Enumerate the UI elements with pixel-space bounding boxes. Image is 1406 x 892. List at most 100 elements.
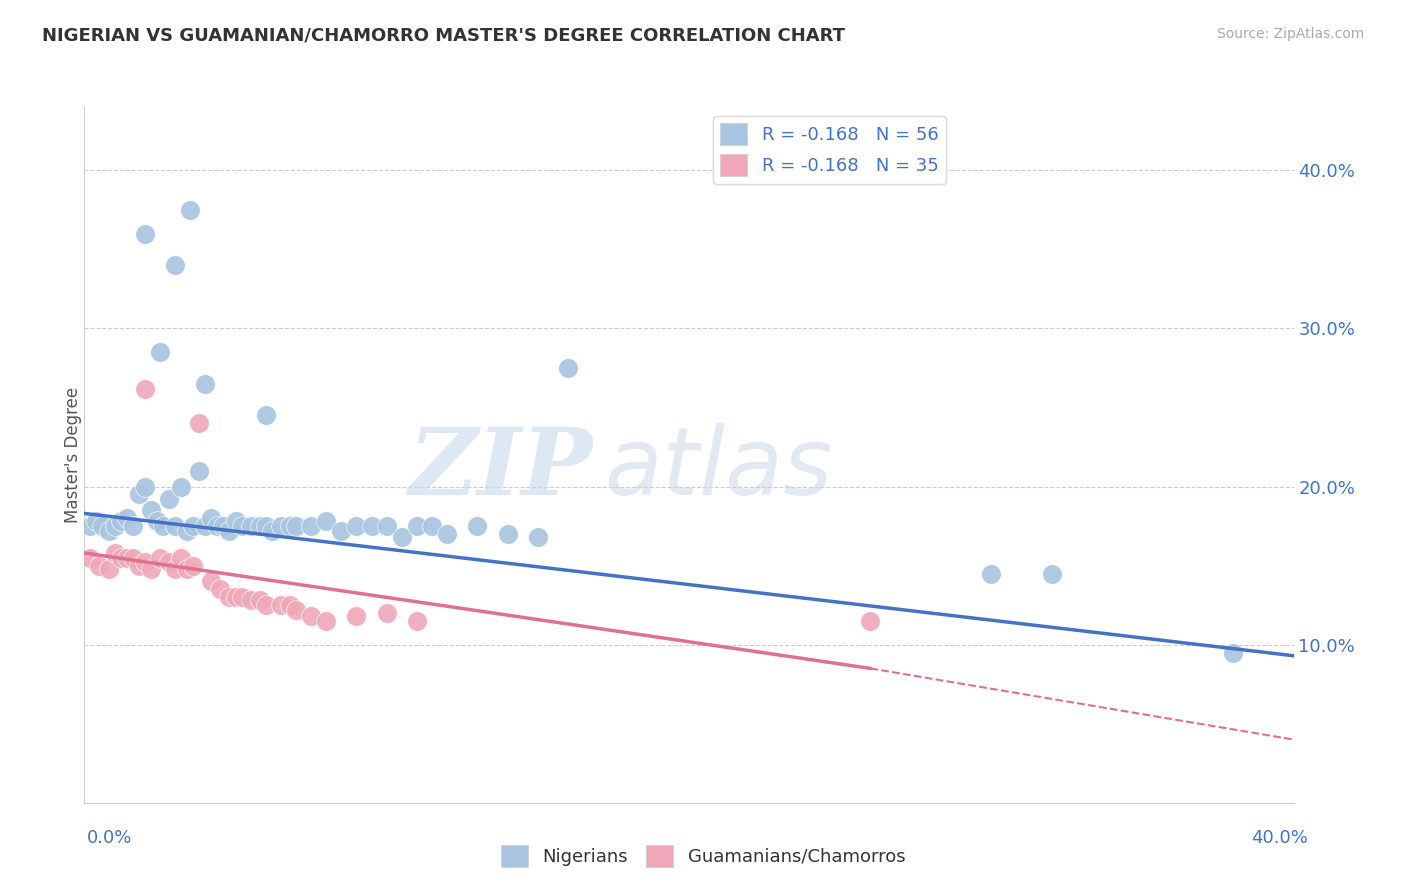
Point bbox=[115, 511, 138, 525]
Point bbox=[231, 591, 253, 605]
Point bbox=[188, 464, 211, 478]
Y-axis label: Master's Degree: Master's Degree bbox=[65, 387, 82, 523]
Point bbox=[188, 417, 211, 431]
Point bbox=[231, 519, 253, 533]
Point bbox=[200, 511, 222, 525]
Point bbox=[980, 566, 1002, 581]
Point bbox=[200, 574, 222, 589]
Point bbox=[128, 487, 150, 501]
Point bbox=[97, 524, 120, 538]
Point bbox=[163, 562, 186, 576]
Point bbox=[249, 593, 271, 607]
Point bbox=[225, 591, 247, 605]
Point bbox=[134, 479, 156, 493]
Point bbox=[97, 562, 120, 576]
Point bbox=[284, 603, 308, 617]
Point bbox=[346, 519, 368, 533]
Point bbox=[146, 514, 169, 528]
Text: Source: ZipAtlas.com: Source: ZipAtlas.com bbox=[1216, 27, 1364, 41]
Point bbox=[284, 519, 308, 533]
Point bbox=[89, 558, 111, 573]
Point bbox=[1040, 566, 1063, 581]
Point bbox=[134, 382, 156, 396]
Point bbox=[179, 202, 201, 217]
Point bbox=[104, 519, 127, 533]
Point bbox=[557, 360, 579, 375]
Point bbox=[212, 519, 235, 533]
Point bbox=[218, 524, 240, 538]
Point bbox=[176, 562, 198, 576]
Point bbox=[299, 609, 322, 624]
Point bbox=[467, 519, 489, 533]
Text: NIGERIAN VS GUAMANIAN/CHAMORRO MASTER'S DEGREE CORRELATION CHART: NIGERIAN VS GUAMANIAN/CHAMORRO MASTER'S … bbox=[42, 27, 845, 45]
Point bbox=[128, 558, 150, 573]
Point bbox=[278, 519, 301, 533]
Point bbox=[170, 479, 193, 493]
Point bbox=[254, 598, 277, 612]
Point bbox=[121, 550, 143, 565]
Point bbox=[110, 550, 132, 565]
Point bbox=[163, 519, 186, 533]
Point bbox=[299, 519, 322, 533]
Point bbox=[170, 550, 193, 565]
Point bbox=[176, 524, 198, 538]
Point bbox=[239, 519, 262, 533]
Point bbox=[391, 530, 413, 544]
Point bbox=[207, 519, 229, 533]
Point bbox=[375, 519, 398, 533]
Point bbox=[91, 519, 114, 533]
Point bbox=[149, 550, 172, 565]
Legend: R = -0.168   N = 56, R = -0.168   N = 35: R = -0.168 N = 56, R = -0.168 N = 35 bbox=[713, 116, 946, 184]
Point bbox=[225, 514, 247, 528]
Point bbox=[1222, 646, 1244, 660]
Point bbox=[278, 598, 301, 612]
Point bbox=[254, 519, 277, 533]
Point bbox=[526, 530, 548, 544]
Point bbox=[194, 519, 217, 533]
Point bbox=[270, 519, 292, 533]
Point bbox=[152, 519, 174, 533]
Point bbox=[496, 527, 519, 541]
Point bbox=[406, 614, 429, 628]
Point bbox=[315, 614, 337, 628]
Point bbox=[218, 591, 240, 605]
Point bbox=[134, 556, 156, 570]
Point bbox=[209, 582, 232, 597]
Point bbox=[79, 519, 101, 533]
Point bbox=[194, 376, 217, 391]
Point bbox=[406, 519, 429, 533]
Point bbox=[121, 519, 143, 533]
Text: atlas: atlas bbox=[605, 424, 832, 515]
Point bbox=[139, 562, 162, 576]
Point bbox=[346, 609, 368, 624]
Point bbox=[375, 606, 398, 620]
Point bbox=[436, 527, 458, 541]
Point bbox=[86, 514, 108, 528]
Legend: Nigerians, Guamanians/Chamorros: Nigerians, Guamanians/Chamorros bbox=[494, 838, 912, 874]
Point bbox=[115, 550, 138, 565]
Point bbox=[181, 519, 204, 533]
Point bbox=[239, 593, 262, 607]
Point bbox=[157, 556, 180, 570]
Point bbox=[139, 503, 162, 517]
Point bbox=[149, 345, 172, 359]
Point bbox=[270, 598, 292, 612]
Point bbox=[134, 227, 156, 241]
Point bbox=[260, 524, 283, 538]
Point bbox=[79, 550, 101, 565]
Point bbox=[181, 558, 204, 573]
Point bbox=[157, 492, 180, 507]
Point bbox=[859, 614, 882, 628]
Point bbox=[420, 519, 443, 533]
Text: 40.0%: 40.0% bbox=[1251, 829, 1308, 847]
Point bbox=[254, 409, 277, 423]
Point bbox=[163, 258, 186, 272]
Text: 0.0%: 0.0% bbox=[87, 829, 132, 847]
Point bbox=[315, 514, 337, 528]
Point bbox=[360, 519, 382, 533]
Point bbox=[330, 524, 353, 538]
Point bbox=[104, 546, 127, 560]
Point bbox=[110, 514, 132, 528]
Point bbox=[249, 519, 271, 533]
Text: ZIP: ZIP bbox=[408, 424, 592, 514]
